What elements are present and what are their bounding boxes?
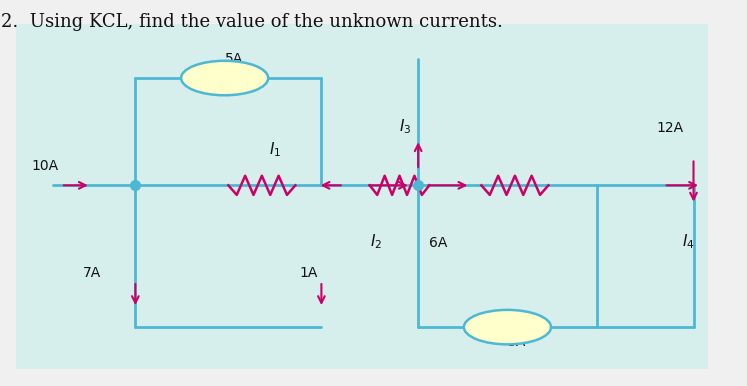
Text: 1A: 1A (299, 266, 317, 280)
Text: 12A: 12A (657, 121, 684, 135)
FancyBboxPatch shape (16, 24, 708, 369)
Text: $I_2$: $I_2$ (370, 233, 382, 251)
Text: 5A: 5A (225, 52, 243, 66)
Text: 10A: 10A (31, 159, 58, 173)
Text: 7A: 7A (83, 266, 102, 280)
Ellipse shape (464, 310, 551, 344)
Text: $I_1$: $I_1$ (270, 141, 282, 159)
Text: 2.  Using KCL, find the value of the unknown currents.: 2. Using KCL, find the value of the unkn… (1, 13, 503, 31)
Text: $I_4$: $I_4$ (682, 233, 695, 251)
Text: $I_3$: $I_3$ (399, 118, 411, 136)
Ellipse shape (181, 61, 268, 95)
Text: 6A: 6A (430, 235, 447, 250)
Text: 8A: 8A (507, 335, 526, 349)
